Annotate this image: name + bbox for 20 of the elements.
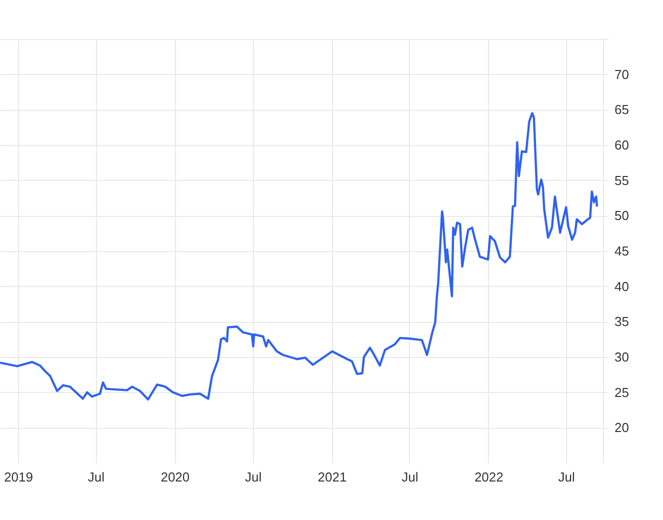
x-tick-label: 2020 [160, 470, 190, 484]
x-tick-label: Jul [558, 470, 576, 484]
x-tick-label: 2022 [474, 470, 504, 484]
y-tick-label: 40 [614, 278, 629, 294]
y-tick-label: 35 [614, 314, 629, 330]
y-tick-label: 45 [614, 244, 629, 258]
x-tick-label: Jul [244, 470, 262, 484]
y-tick-label: 50 [614, 208, 629, 224]
x-tick-label: 2019 [4, 470, 33, 484]
y-tick-label: 65 [614, 102, 629, 118]
x-tick-label: Jul [88, 470, 105, 484]
x-tick-label: 2021 [318, 470, 347, 484]
line-series [0, 112, 598, 400]
y-tick-label: 25 [614, 384, 629, 400]
y-tick-label: 60 [614, 138, 629, 152]
y-tick-label: 30 [614, 350, 629, 364]
y-tick-label: 55 [614, 172, 629, 188]
y-tick-label: 20 [614, 420, 629, 436]
x-tick-label: Jul [402, 470, 418, 484]
y-tick-label: 70 [614, 66, 629, 82]
